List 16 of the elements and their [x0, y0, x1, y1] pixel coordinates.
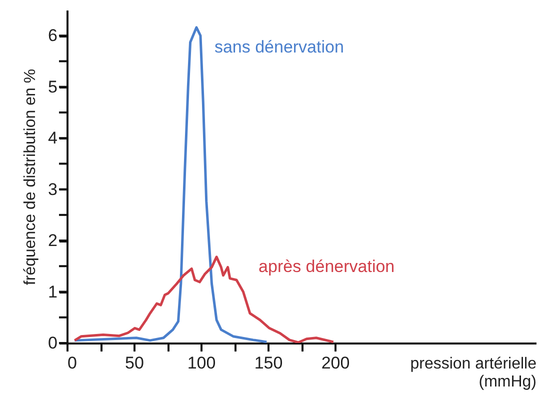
- y-tick-label: 0: [48, 334, 58, 352]
- x-axis-title: pression artérielle (mmHg): [410, 356, 537, 390]
- x-tick-label: 50: [125, 354, 144, 372]
- x-tick-label: 150: [254, 354, 283, 372]
- y-tick-label: 6: [48, 26, 58, 46]
- y-tick-label: 5: [48, 77, 58, 96]
- x-tick-label: 0: [68, 354, 77, 372]
- y-tick-label: 3: [48, 180, 58, 199]
- x-tick-label: 200: [321, 354, 350, 372]
- y-tick-label: 4: [48, 128, 58, 148]
- x-tick-label: 100: [187, 354, 216, 372]
- series-label: après dénervation: [258, 256, 395, 276]
- y-tick-label: 1: [48, 282, 58, 302]
- series-label: sans dénervation: [214, 37, 344, 56]
- y-axis-title: fréquence de distribution en %: [22, 68, 40, 286]
- y-tick-label: 2: [48, 231, 58, 250]
